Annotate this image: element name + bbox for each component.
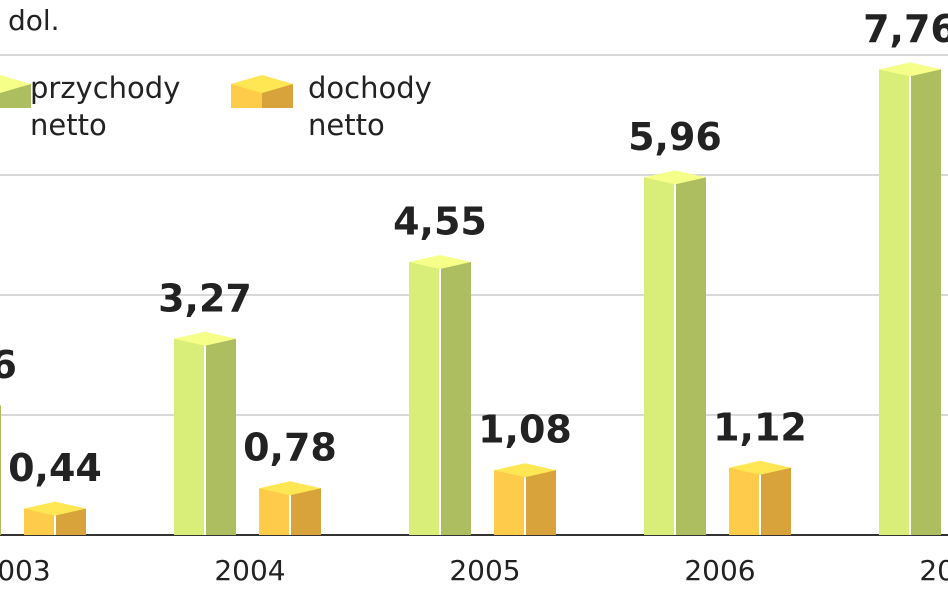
- value-label: 2,16: [0, 343, 17, 387]
- bar-top: [24, 501, 86, 516]
- bar: [879, 62, 941, 536]
- value-label: 0,44: [8, 446, 102, 490]
- bar-side: [910, 69, 941, 536]
- bar: [259, 481, 321, 535]
- value-label: 3,27: [158, 276, 252, 320]
- bar-front: [174, 338, 205, 535]
- value-label: 0,78: [243, 426, 337, 470]
- bar: [494, 463, 556, 535]
- bar-top: [409, 255, 471, 269]
- bar-top: [494, 463, 556, 478]
- legend-label: dochody netto: [308, 71, 432, 142]
- bar-top: [879, 62, 941, 77]
- bar-side: [675, 177, 706, 535]
- bar-top: [729, 460, 791, 475]
- legend-label: przychody netto: [30, 71, 180, 142]
- value-label: 7,76: [863, 7, 948, 51]
- bar: [729, 460, 791, 535]
- bar-top: [174, 331, 236, 346]
- bar: [409, 255, 471, 535]
- bar-front: [259, 488, 290, 535]
- legend-icon: [0, 75, 31, 108]
- chart-title: dol.: [8, 4, 60, 37]
- bar-front: [879, 69, 910, 536]
- legend-icon: [231, 75, 293, 108]
- legend-top: [231, 75, 293, 93]
- bar-top: [644, 170, 706, 185]
- bar-front: [644, 177, 675, 535]
- bar-top: [0, 405, 1, 406]
- bar-front: [494, 470, 525, 535]
- value-label: 5,96: [628, 115, 722, 159]
- bar: [0, 405, 1, 535]
- bar-side: [525, 470, 556, 535]
- x-tick-label: 2006: [684, 554, 755, 587]
- bar-side: [0, 405, 1, 535]
- legend-top: [0, 75, 31, 93]
- x-tick-label: 2003: [0, 554, 51, 587]
- bar: [24, 501, 86, 535]
- x-tick-label: 2005: [449, 554, 520, 587]
- bar-side: [290, 488, 321, 535]
- bar-top: [259, 481, 321, 496]
- value-label: 1,12: [713, 405, 807, 449]
- bar-side: [760, 467, 791, 535]
- bar-side: [205, 338, 236, 535]
- bar-side: [440, 262, 471, 535]
- value-label: 4,55: [393, 200, 487, 244]
- bar: [174, 331, 236, 535]
- x-tick-label: 2004: [214, 554, 285, 587]
- x-tick-label: 2007: [919, 554, 948, 587]
- bar-front: [409, 262, 440, 535]
- bar-front: [729, 467, 760, 535]
- value-label: 1,08: [478, 408, 572, 452]
- bar: [644, 170, 706, 535]
